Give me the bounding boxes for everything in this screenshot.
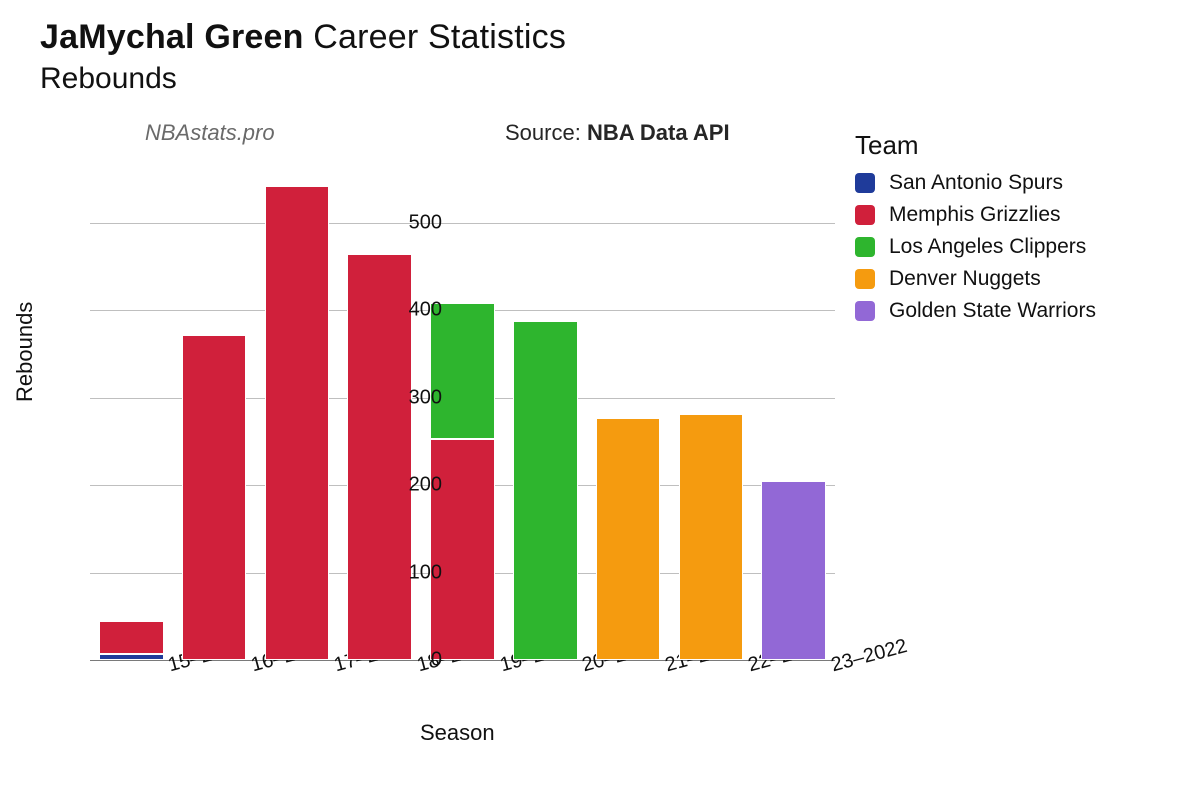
gridline xyxy=(90,223,835,224)
chart-container: JaMychal Green Career Statistics Rebound… xyxy=(0,0,1200,800)
bar-segment xyxy=(596,418,661,660)
legend-item: Golden State Warriors xyxy=(855,299,1096,323)
bar-segment xyxy=(430,439,495,660)
bar-segment xyxy=(761,481,826,660)
legend-item: Denver Nuggets xyxy=(855,267,1096,291)
legend-item: San Antonio Spurs xyxy=(855,171,1096,195)
source-line: Source: NBA Data API xyxy=(505,120,730,146)
plot-area: 2014–152015–162016–172017–182018–192019–… xyxy=(90,170,835,660)
legend-swatch xyxy=(855,237,875,257)
bar xyxy=(513,321,578,660)
y-tick-label: 500 xyxy=(382,211,442,234)
bar-segment xyxy=(265,186,330,660)
source-value: NBA Data API xyxy=(587,120,730,145)
bar xyxy=(596,418,661,660)
legend-swatch xyxy=(855,301,875,321)
legend-swatch xyxy=(855,173,875,193)
bar-segment xyxy=(513,321,578,660)
legend-label: Memphis Grizzlies xyxy=(889,203,1061,227)
y-tick-label: 200 xyxy=(382,474,442,497)
chart-title: JaMychal Green Career Statistics xyxy=(40,18,566,57)
watermark-text: NBAstats.pro xyxy=(145,120,275,146)
bar xyxy=(679,414,744,660)
y-tick-label: 0 xyxy=(382,649,442,672)
bar xyxy=(761,481,826,660)
legend: Team San Antonio Spurs Memphis Grizzlies L… xyxy=(855,130,1096,331)
bar-segment xyxy=(99,621,164,654)
bar xyxy=(99,621,164,660)
y-tick-label: 300 xyxy=(382,386,442,409)
source-label: Source: xyxy=(505,120,587,145)
legend-label: Los Angeles Clippers xyxy=(889,235,1086,259)
x-axis-label: Season xyxy=(420,720,495,746)
title-player-name: JaMychal Green xyxy=(40,18,304,56)
legend-swatch xyxy=(855,269,875,289)
y-axis-label: Rebounds xyxy=(12,302,38,402)
legend-item: Los Angeles Clippers xyxy=(855,235,1096,259)
legend-label: Denver Nuggets xyxy=(889,267,1041,291)
legend-label: Golden State Warriors xyxy=(889,299,1096,323)
bar xyxy=(265,186,330,660)
legend-swatch xyxy=(855,205,875,225)
legend-label: San Antonio Spurs xyxy=(889,171,1063,195)
legend-title: Team xyxy=(855,130,1096,161)
y-tick-label: 400 xyxy=(382,299,442,322)
title-suffix: Career Statistics xyxy=(304,18,566,56)
legend-item: Memphis Grizzlies xyxy=(855,203,1096,227)
bar-segment xyxy=(430,303,495,439)
chart-subtitle: Rebounds xyxy=(40,62,177,96)
bar-segment xyxy=(182,335,247,661)
y-tick-label: 100 xyxy=(382,561,442,584)
bar xyxy=(182,335,247,661)
bar-segment xyxy=(679,414,744,660)
